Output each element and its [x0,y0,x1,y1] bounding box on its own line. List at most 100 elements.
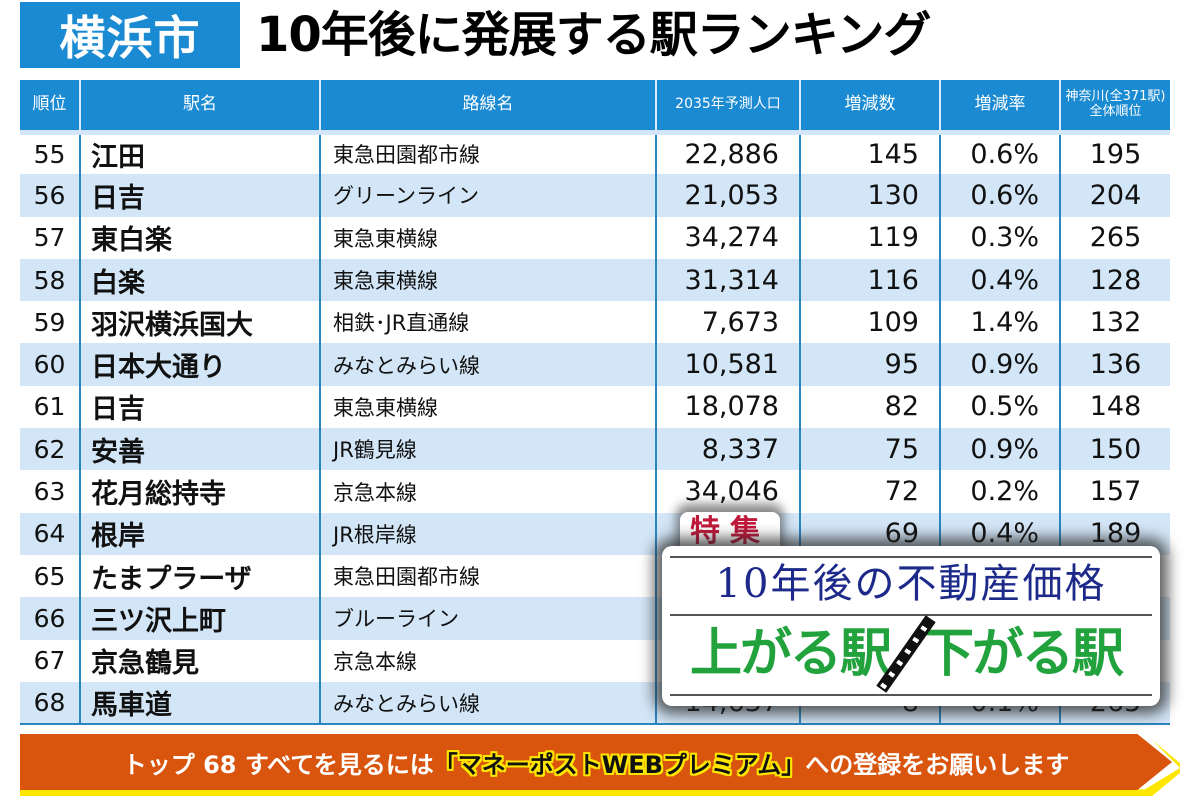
banner-highlight: 「マネーポストWEBプレミアム」 [433,750,806,779]
cell-rank: 59 [20,301,80,344]
city-badge: 横浜市 [20,2,240,68]
cell-rank: 61 [20,385,80,429]
cell-population: 34,046 [655,470,800,513]
feature-main-title: 上がる駅 下がる駅 [656,615,1156,693]
cell-station: 江田 [79,129,320,175]
cell-rank: 58 [20,258,80,302]
feature-main-right: 下がる駅 [922,624,1124,684]
cell-rank: 65 [20,554,80,598]
feature-tag: 特集 [680,512,780,552]
column-header-overall-rank: 神奈川(全371駅) 全体順位 [1059,80,1170,132]
cell-station: 花月総持寺 [79,470,320,513]
feature-overlay[interactable] [662,546,1160,706]
cell-rate: 0.9% [939,428,1060,471]
cell-station: たまプラーザ [79,554,320,598]
cell-rate: 0.2% [939,470,1060,513]
cell-rate: 0.3% [939,216,1060,259]
cell-change: 72 [799,470,940,513]
table-row: 60 日本大通り みなとみらい線 10,581 95 0.9% 136 [20,343,1170,386]
banner-suffix: への登録をお願いします [805,750,1070,779]
cell-change: 109 [799,301,940,344]
table-row: 63 花月総持寺 京急本線 34,046 72 0.2% 157 [20,470,1170,513]
feature-main-left: 上がる駅 [689,624,892,684]
table-row: 57 東白楽 東急東横線 34,274 119 0.3% 265 [20,216,1170,259]
cell-population: 34,274 [655,216,800,259]
cell-station: 馬車道 [79,681,320,726]
cell-change: 116 [799,258,940,302]
cell-line: 京急本線 [319,470,656,513]
cell-line: JR鶴見線 [319,428,656,471]
cell-change: 119 [799,216,940,259]
overlay-divider-middle [670,614,1152,616]
table-row: 59 羽沢横浜国大 相鉄･JR直通線 7,673 109 1.4% 132 [20,301,1170,344]
table-row: 66 三ツ沢上町 ブルーライン [20,597,1170,640]
cell-station: 京急鶴見 [79,639,320,682]
cell-rank: 57 [20,216,80,259]
column-header-population: 2035年予測人口 [655,80,800,132]
column-header-station: 駅名 [79,80,320,132]
cell-rate: 0.4% [939,258,1060,302]
cell-station: 日吉 [79,385,320,429]
cell-change: 130 [799,174,940,217]
cell-station: 東白楽 [79,216,320,259]
cell-line: JR根岸線 [319,512,656,555]
cell-rank: 56 [20,174,80,217]
cell-population: 8,337 [655,428,800,471]
cell-rate: 0.5% [939,385,1060,429]
cell-overall-rank: 157 [1059,470,1170,513]
table-row: 56 日吉 グリーンライン 21,053 130 0.6% 204 [20,174,1170,217]
column-header-rank: 順位 [20,80,80,132]
cell-population: 31,314 [655,258,800,302]
cell-line: みなとみらい線 [319,681,656,726]
cell-rank: 60 [20,343,80,386]
cell-rank: 68 [20,681,80,726]
cell-overall-rank: 265 [1059,216,1170,259]
cell-station: 日吉 [79,174,320,217]
cell-overall-rank: 132 [1059,301,1170,344]
cell-population: 7,673 [655,301,800,344]
cell-rank: 67 [20,639,80,682]
cell-overall-rank: 150 [1059,428,1170,471]
cell-population: 21,053 [655,174,800,217]
table-row: 58 白楽 東急東横線 31,314 116 0.4% 128 [20,258,1170,302]
feature-subtitle: 10年後の不動産価格 [715,561,1107,607]
column-header-line: 路線名 [319,80,656,132]
page-title: 10年後に発展する駅ランキング [256,7,931,63]
premium-signup-banner[interactable]: トップ 68 すべてを見るには 「マネーポストWEBプレミアム」 への登録をお願… [20,734,1172,790]
cell-station: 羽沢横浜国大 [79,301,320,344]
cell-line: 京急本線 [319,639,656,682]
cell-overall-rank: 195 [1059,129,1170,175]
cell-change: 82 [799,385,940,429]
title-bar: 横浜市 10年後に発展する駅ランキング [0,0,1200,74]
overlay-divider-top [670,556,1152,558]
cell-line: 相鉄･JR直通線 [319,301,656,344]
cell-change: 95 [799,343,940,386]
cell-population: 10,581 [655,343,800,386]
cell-station: 三ツ沢上町 [79,597,320,640]
cell-line: グリーンライン [319,174,656,217]
cell-overall-rank: 136 [1059,343,1170,386]
column-header-overall-rank-line1: 神奈川(全371駅) [1065,89,1166,105]
cell-rank: 62 [20,428,80,471]
cell-station: 日本大通り [79,343,320,386]
cell-overall-rank: 148 [1059,385,1170,429]
cell-rank: 63 [20,470,80,513]
banner-prefix: トップ 68 すべてを見るには [122,750,434,779]
table-row: 55 江田 東急田園都市線 22,886 145 0.6% 195 [20,129,1170,175]
cell-line: 東急東横線 [319,385,656,429]
cell-overall-rank: 204 [1059,174,1170,217]
overlay-divider-bottom [670,694,1152,696]
cell-line: 東急東横線 [319,216,656,259]
cell-rate: 0.6% [939,174,1060,217]
cell-line: 東急東横線 [319,258,656,302]
column-header-change: 増減数 [799,80,940,132]
cell-line: 東急田園都市線 [319,129,656,175]
table-row: 61 日吉 東急東横線 18,078 82 0.5% 148 [20,385,1170,429]
cell-change: 145 [799,129,940,175]
cell-rate: 1.4% [939,301,1060,344]
cell-line: 東急田園都市線 [319,554,656,598]
table-header-row: 順位 駅名 路線名 2035年予測人口 増減数 増減率 神奈川(全371駅) 全… [20,80,1170,132]
cell-population: 22,886 [655,129,800,175]
column-header-overall-rank-line2: 全体順位 [1089,103,1142,119]
cell-population: 18,078 [655,385,800,429]
